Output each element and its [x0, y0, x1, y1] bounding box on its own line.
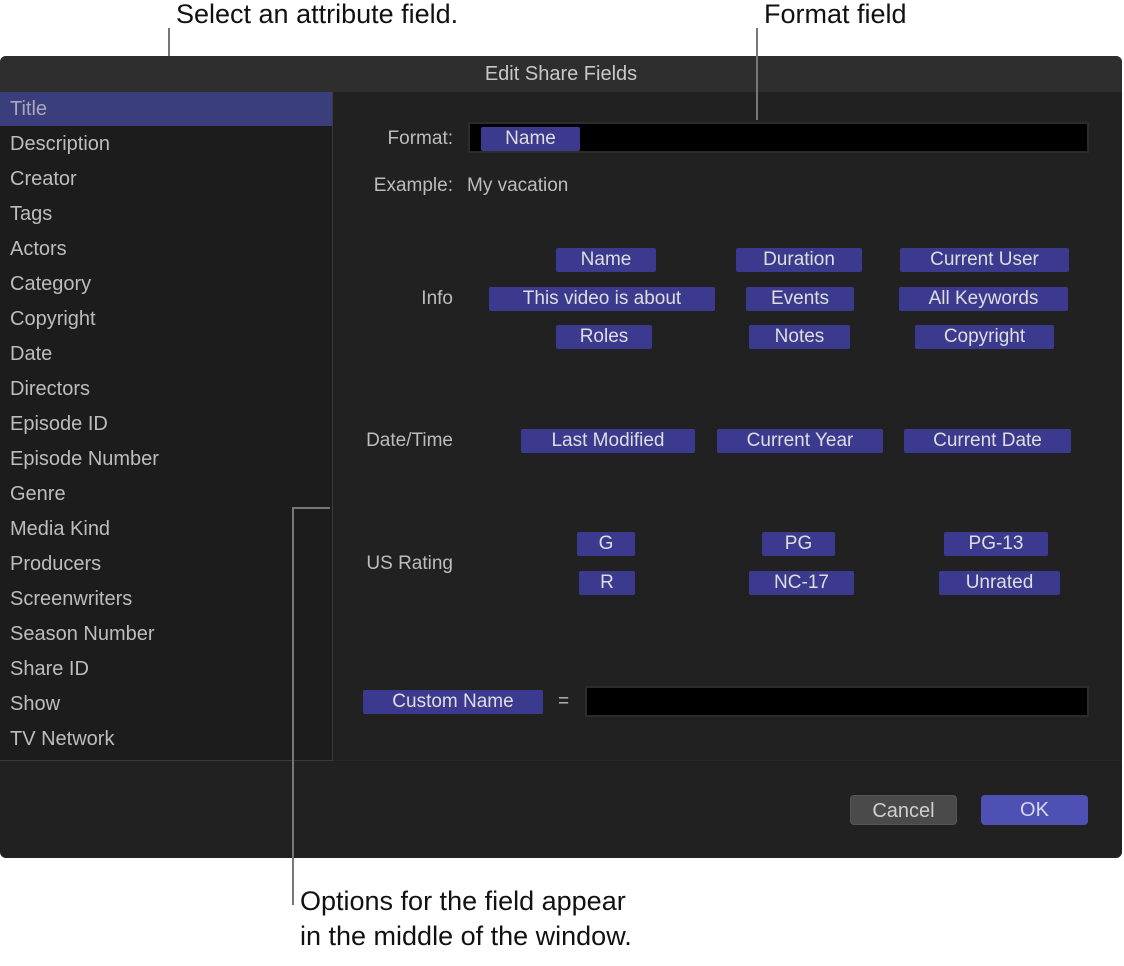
sidebar-item-episode-id[interactable]: Episode ID	[10, 413, 108, 435]
info-token-this-video-is-about[interactable]: This video is about	[489, 287, 715, 311]
annotation-line	[292, 507, 294, 905]
sidebar-item-share-id[interactable]: Share ID	[10, 658, 89, 680]
sidebar-item-episode-number[interactable]: Episode Number	[10, 448, 159, 470]
rating-token-r[interactable]: R	[579, 571, 635, 595]
info-label: Info	[421, 288, 453, 309]
sidebar-item-actors[interactable]: Actors	[10, 238, 67, 260]
annotation-line	[292, 507, 330, 509]
attribute-list[interactable]: Title Description Creator Tags Actors Categor…	[0, 92, 333, 761]
annotation-line	[756, 28, 758, 120]
custom-name-token[interactable]: Custom Name	[363, 690, 543, 714]
sidebar-item-copyright[interactable]: Copyright	[10, 308, 96, 330]
sidebar-item-tv-network[interactable]: TV Network	[10, 728, 115, 750]
sidebar-item-media-kind[interactable]: Media Kind	[10, 518, 111, 540]
rating-token-pg-13[interactable]: PG-13	[944, 532, 1048, 556]
cancel-button[interactable]: Cancel	[850, 795, 957, 825]
format-token-name[interactable]: Name	[481, 127, 580, 151]
us-rating-label: US Rating	[366, 553, 453, 574]
rating-token-unrated[interactable]: Unrated	[939, 571, 1060, 595]
annotation-options-1: Options for the field appear	[300, 886, 626, 916]
rating-token-pg[interactable]: PG	[762, 532, 835, 556]
info-token-current-user[interactable]: Current User	[900, 248, 1069, 272]
sidebar-item-date[interactable]: Date	[10, 343, 53, 365]
sidebar-item-description[interactable]: Description	[10, 133, 111, 155]
divider	[333, 760, 1122, 761]
annotation-format-field: Format field	[764, 0, 907, 29]
datetime-token-current-year[interactable]: Current Year	[717, 429, 883, 453]
example-label: Example:	[373, 175, 453, 196]
sidebar-item-screenwriters[interactable]: Screenwriters	[10, 588, 133, 610]
sidebar-item-creator[interactable]: Creator	[10, 168, 77, 190]
sidebar-item-genre[interactable]: Genre	[10, 483, 66, 505]
rating-token-g[interactable]: G	[577, 532, 635, 556]
sidebar-item-title[interactable]: Title	[0, 92, 332, 126]
annotation-select-attribute: Select an attribute field.	[176, 0, 459, 29]
edit-share-fields-window: Edit Share Fields Title Description Creato…	[0, 56, 1122, 858]
datetime-token-last-modified[interactable]: Last Modified	[521, 429, 695, 453]
info-token-roles[interactable]: Roles	[556, 325, 652, 349]
info-token-events[interactable]: Events	[746, 287, 854, 311]
sidebar-item-category[interactable]: Category	[10, 273, 92, 295]
sidebar-item-directors[interactable]: Directors	[10, 378, 91, 400]
sidebar-item-tags[interactable]: Tags	[10, 203, 53, 225]
window-title: Edit Share Fields	[0, 56, 1122, 92]
info-token-copyright[interactable]: Copyright	[915, 325, 1054, 349]
info-token-all-keywords[interactable]: All Keywords	[899, 287, 1068, 311]
sidebar-item-season-number[interactable]: Season Number	[10, 623, 155, 645]
info-token-duration[interactable]: Duration	[736, 248, 862, 272]
custom-name-field[interactable]	[585, 686, 1089, 717]
ok-button[interactable]: OK	[981, 795, 1088, 825]
rating-token-nc-17[interactable]: NC-17	[749, 571, 854, 595]
datetime-token-current-date[interactable]: Current Date	[904, 429, 1071, 453]
annotation-options-2: in the middle of the window.	[300, 921, 632, 951]
format-label: Format:	[387, 128, 453, 149]
info-token-notes[interactable]: Notes	[749, 325, 850, 349]
info-token-name[interactable]: Name	[556, 248, 656, 272]
example-value: My vacation	[467, 175, 569, 196]
sidebar-item-producers[interactable]: Producers	[10, 553, 102, 575]
sidebar-item-show[interactable]: Show	[10, 693, 61, 715]
equals-sign: =	[558, 691, 570, 712]
datetime-label: Date/Time	[366, 430, 453, 451]
